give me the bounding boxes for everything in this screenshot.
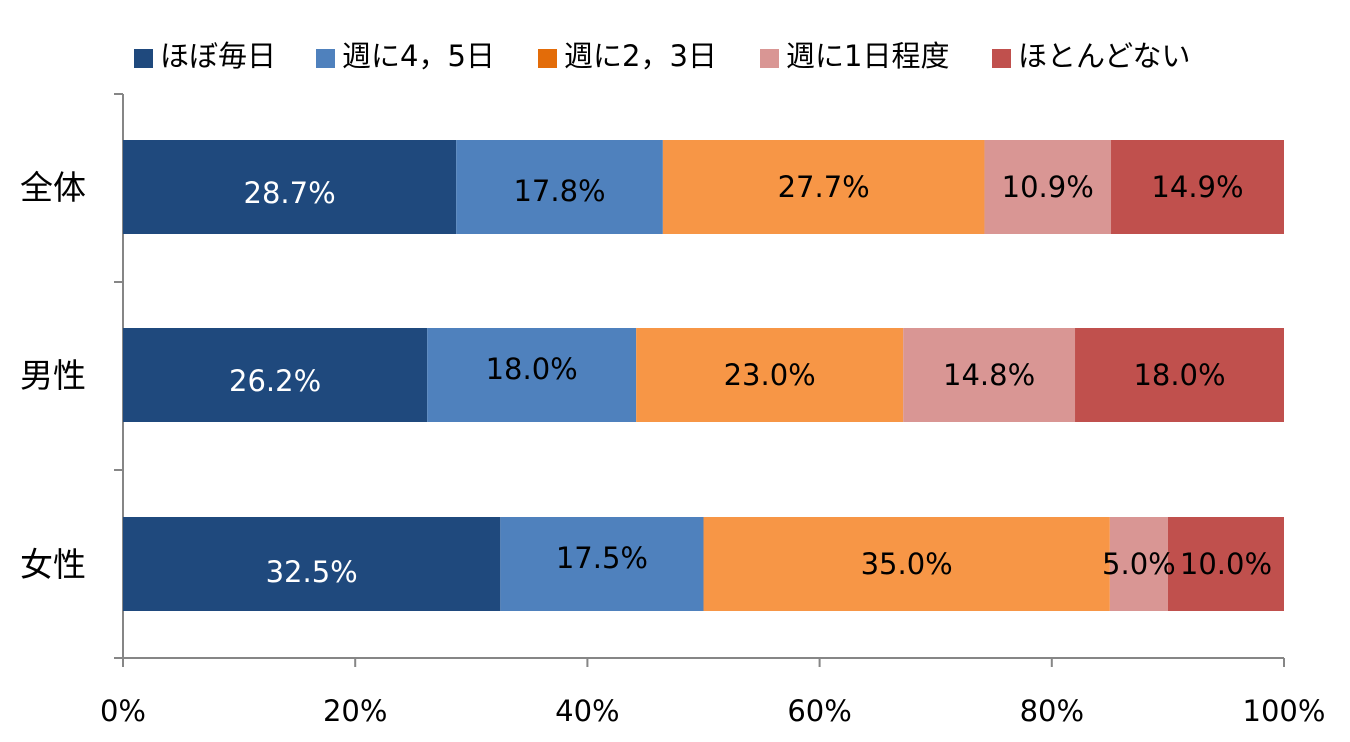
- data-label: 26.2%: [229, 364, 321, 398]
- bar-segment: [123, 328, 428, 422]
- bar-segment: [1167, 517, 1284, 611]
- data-label: 18.0%: [1133, 358, 1225, 392]
- bar-segment: [123, 517, 501, 611]
- x-tick-label: 80%: [1020, 694, 1084, 728]
- bar-segment: [903, 328, 1076, 422]
- category-label: 男性: [20, 356, 86, 395]
- data-label: 27.7%: [778, 170, 870, 204]
- legend-swatch-2: [538, 49, 557, 68]
- bar-segment: [427, 328, 637, 422]
- x-tick-label: 40%: [555, 694, 619, 728]
- legend-label-1: 週に4，5日: [342, 39, 495, 73]
- bar-segment: [500, 517, 704, 611]
- data-label: 35.0%: [861, 547, 953, 581]
- legend-label-0: ほぼ毎日: [160, 39, 276, 73]
- bar-segment: [662, 140, 985, 234]
- data-label: 28.7%: [244, 176, 336, 210]
- legend-swatch-3: [760, 49, 779, 68]
- category-label: 全体: [20, 168, 86, 207]
- legend-label-2: 週に2，3日: [564, 39, 717, 73]
- bar-segment: [456, 140, 663, 234]
- bar-segment: [1075, 328, 1284, 422]
- category-label: 女性: [20, 545, 86, 584]
- x-tick-label: 0%: [100, 694, 146, 728]
- bar-segment: [1111, 140, 1284, 234]
- x-tick-label: 20%: [323, 694, 387, 728]
- bar-segment: [636, 328, 904, 422]
- bar-segment: [984, 140, 1112, 234]
- data-labels: 28.7% 17.8% 27.7% 10.9% 14.9% 26.2% 18.0% 23.0%…: [229, 170, 1272, 589]
- data-label: 23.0%: [724, 358, 816, 392]
- bar-segment: [123, 140, 457, 234]
- data-label: 10.0%: [1180, 547, 1272, 581]
- legend: ほぼ毎日 週に4，5日 週に2，3日 週に1日程度 ほとんどない: [134, 39, 1191, 73]
- data-label: 5.0%: [1102, 547, 1176, 581]
- legend-label-3: 週に1日程度: [786, 39, 949, 73]
- legend-label-4: ほとんどない: [1018, 39, 1191, 73]
- data-label: 10.9%: [1002, 170, 1094, 204]
- data-label: 18.0%: [486, 352, 578, 386]
- bars: [123, 140, 1284, 611]
- bar-segment: [1109, 517, 1168, 611]
- data-label: 17.5%: [556, 541, 648, 575]
- data-label: 32.5%: [266, 555, 358, 589]
- x-tick-label: 100%: [1243, 694, 1326, 728]
- data-label: 14.8%: [943, 358, 1035, 392]
- data-label: 14.9%: [1151, 170, 1243, 204]
- bar-segment: [703, 517, 1110, 611]
- x-tick-label: 60%: [787, 694, 851, 728]
- legend-swatch-0: [134, 49, 153, 68]
- data-label: 17.8%: [513, 174, 605, 208]
- legend-swatch-4: [992, 49, 1011, 68]
- legend-swatch-1: [316, 49, 335, 68]
